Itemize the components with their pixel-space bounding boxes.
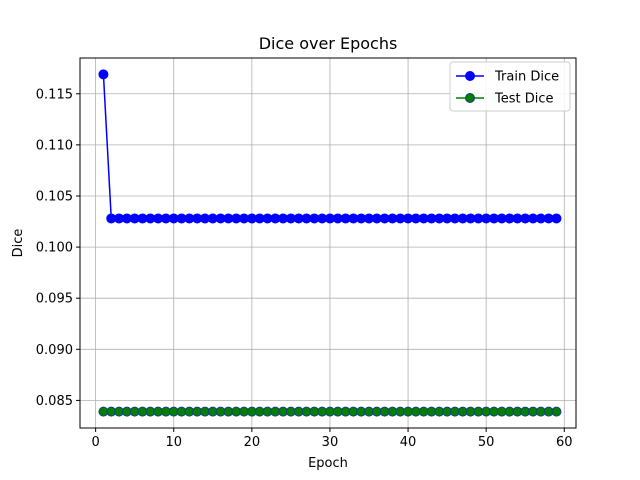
y-axis-ticks: 0.085 0.090 0.095 0.100 0.105 0.110 0.115 xyxy=(36,87,80,409)
y-tick-label: 0.105 xyxy=(36,189,73,204)
data-point xyxy=(98,69,109,80)
data-point xyxy=(551,406,562,417)
x-tick-label: 40 xyxy=(400,435,417,450)
y-tick-label: 0.085 xyxy=(36,394,73,409)
x-tick-label: 30 xyxy=(322,435,339,450)
data-point xyxy=(551,213,562,224)
x-tick-label: 50 xyxy=(478,435,495,450)
x-tick-label: 60 xyxy=(556,435,573,450)
grid-lines xyxy=(80,58,576,428)
legend-label: Train Dice xyxy=(494,70,559,85)
legend-item: Test Dice xyxy=(456,92,554,107)
y-tick-label: 0.115 xyxy=(36,87,73,102)
x-tick-label: 20 xyxy=(244,435,261,450)
series-test-dice xyxy=(98,406,562,417)
x-axis-ticks: 0 10 20 30 40 50 60 xyxy=(91,428,573,450)
y-axis-label: Dice xyxy=(11,229,26,258)
legend-label: Test Dice xyxy=(494,92,554,107)
chart-title: Dice over Epochs xyxy=(259,34,398,53)
y-tick-label: 0.095 xyxy=(36,292,73,307)
y-tick-label: 0.110 xyxy=(36,138,73,153)
y-tick-label: 0.100 xyxy=(36,241,73,256)
x-axis-label: Epoch xyxy=(308,456,348,471)
x-tick-label: 0 xyxy=(91,435,99,450)
legend-marker xyxy=(465,71,475,81)
legend-marker xyxy=(465,93,475,103)
plot-frame xyxy=(79,57,577,429)
series-train-dice xyxy=(98,69,562,224)
series-layer xyxy=(98,69,562,417)
y-tick-label: 0.090 xyxy=(36,343,73,358)
legend: Train Dice Test Dice xyxy=(449,61,571,112)
x-tick-label: 10 xyxy=(165,435,182,450)
legend-item: Train Dice xyxy=(456,70,559,85)
